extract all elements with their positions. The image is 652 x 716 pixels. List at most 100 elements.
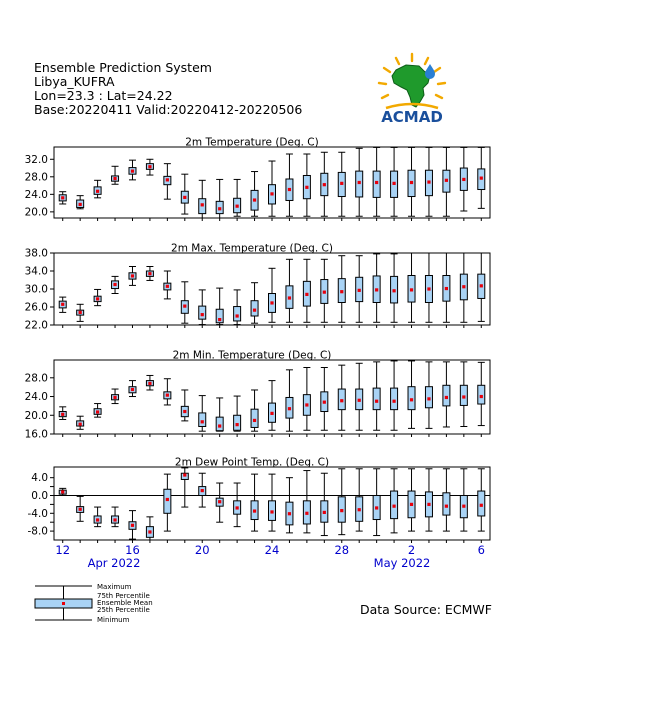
percentile-box [442, 384, 451, 407]
mean-marker [78, 202, 82, 207]
mean-marker [287, 296, 292, 300]
mean-marker [148, 165, 152, 169]
mean-marker [287, 407, 292, 411]
mean-marker [78, 507, 82, 511]
legend-label: Minimum [97, 616, 130, 624]
mean-marker [427, 397, 431, 401]
mean-marker [183, 304, 187, 308]
panel-title: 2m Temperature (Deg. C) [185, 137, 319, 149]
mean-marker [252, 509, 257, 513]
x-tick-label: 28 [334, 543, 349, 557]
percentile-box [477, 384, 486, 405]
mean-marker [340, 290, 344, 294]
percentile-box [198, 305, 207, 320]
mean-marker [218, 424, 222, 428]
mean-marker [113, 395, 117, 400]
y-tick-label: 30.0 [25, 284, 48, 296]
mean-marker [270, 192, 274, 196]
percentile-box [390, 387, 399, 411]
mean-marker [165, 284, 169, 288]
legend-mean-marker [62, 602, 65, 605]
station-name: Libya_KUFRA [34, 74, 115, 89]
x-tick-label: 12 [55, 543, 70, 557]
y-tick-label: -4.0 [28, 508, 49, 520]
mean-marker [340, 399, 344, 403]
percentile-box [442, 492, 451, 516]
mean-marker [130, 387, 135, 392]
mean-marker [113, 176, 117, 181]
mean-marker [218, 500, 222, 504]
logo-text: ACMAD [381, 108, 443, 126]
mean-marker [462, 504, 466, 508]
mean-marker [78, 422, 82, 426]
mean-marker [130, 523, 135, 527]
percentile-box [215, 308, 224, 324]
y-tick-label: -8.0 [28, 526, 49, 538]
mean-marker [61, 302, 65, 306]
mean-marker [148, 530, 152, 534]
panel-title: 2m Min. Temperature (Deg. C) [173, 350, 332, 362]
x-tick-label: 2 [408, 543, 415, 557]
mean-marker [252, 198, 257, 202]
mean-marker [61, 412, 65, 416]
x-month-label: May 2022 [374, 556, 431, 570]
data-source: Data Source: ECMWF [360, 602, 492, 617]
mean-marker [113, 518, 117, 522]
mean-marker [392, 399, 396, 403]
y-tick-label: 28.0 [25, 372, 48, 384]
mean-marker [479, 503, 483, 507]
y-tick-label: 16.0 [25, 429, 48, 441]
mean-marker [357, 508, 361, 512]
mean-marker [340, 181, 344, 185]
mean-marker [61, 490, 65, 494]
x-month-label: Apr 2022 [88, 556, 141, 570]
mean-marker [462, 177, 466, 182]
percentile-box [407, 386, 416, 411]
mean-marker [357, 180, 361, 185]
mean-marker [96, 297, 100, 301]
mean-marker [287, 187, 292, 192]
mean-marker [357, 288, 361, 292]
mean-marker [462, 285, 466, 289]
mean-marker [270, 301, 274, 305]
mean-marker [165, 178, 169, 182]
mean-marker [375, 399, 379, 403]
x-tick-label: 16 [125, 543, 140, 557]
mean-marker [392, 181, 396, 185]
mean-marker [322, 400, 326, 404]
x-tick-label: 6 [478, 543, 485, 557]
mean-marker [61, 196, 65, 200]
water-drop-icon [425, 64, 435, 79]
y-tick-label: 24.0 [25, 189, 48, 201]
percentile-box [198, 412, 207, 428]
mean-marker [270, 411, 274, 415]
mean-marker [96, 410, 100, 414]
percentile-box [424, 386, 433, 409]
mean-marker [218, 318, 222, 322]
mean-marker [305, 511, 309, 515]
acmad-logo: ACMAD [377, 52, 447, 126]
mean-marker [235, 314, 239, 318]
percentile-box [459, 384, 468, 406]
y-tick-label: 26.0 [25, 302, 48, 314]
percentile-box [477, 490, 486, 517]
percentile-box [163, 488, 172, 514]
y-tick-label: 22.0 [25, 320, 48, 332]
percentile-box [372, 170, 381, 198]
legend-label: Ensemble Mean [97, 599, 153, 607]
mean-marker [183, 473, 187, 477]
y-tick-label: 4.0 [31, 472, 48, 484]
mean-marker [200, 488, 204, 493]
mean-marker [252, 308, 257, 312]
mean-marker [235, 204, 239, 208]
chart-title: Ensemble Prediction System [34, 60, 212, 75]
mean-marker [479, 394, 483, 399]
station-coordinates: Lon=23.3 : Lat=24.22 [34, 88, 173, 103]
mean-marker [479, 176, 483, 180]
y-tick-label: 28.0 [25, 171, 48, 183]
y-tick-label: 20.0 [25, 410, 48, 422]
mean-marker [409, 502, 414, 506]
mean-marker [305, 292, 309, 296]
mean-marker [322, 183, 326, 187]
